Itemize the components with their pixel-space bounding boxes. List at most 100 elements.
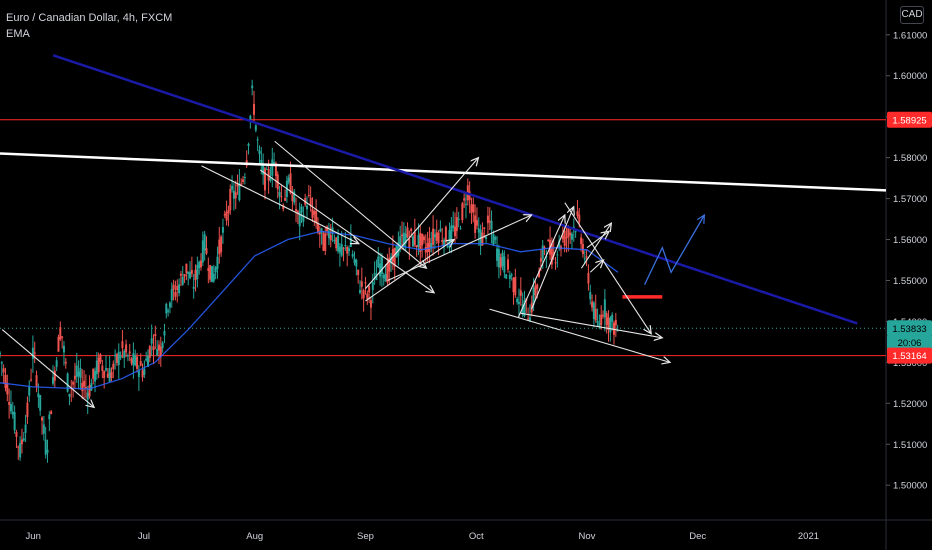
candle-body <box>68 394 71 397</box>
candle-body <box>583 258 586 260</box>
candle-body <box>253 103 256 115</box>
pattern-arrow <box>564 202 651 334</box>
candle-body <box>612 322 615 335</box>
ema-series <box>0 230 619 390</box>
chart-legend: Euro / Canadian Dollar, 4h, FXCM EMA <box>6 10 172 42</box>
candle-body <box>225 212 228 221</box>
pattern-arrow <box>531 207 574 310</box>
candle-body <box>209 265 212 280</box>
candle-body <box>37 393 40 398</box>
candle-body <box>446 245 449 248</box>
candle-body <box>157 344 160 351</box>
candle-body <box>596 321 599 323</box>
candle-body <box>379 263 382 277</box>
candle-body <box>92 368 95 379</box>
price-tick-label: 1.52000 <box>893 399 927 410</box>
candle-body <box>196 264 199 279</box>
candle-body <box>404 233 407 244</box>
candle-body <box>353 258 356 263</box>
candle-body <box>563 230 566 246</box>
resistance-price-tag <box>887 111 932 128</box>
candle-body <box>298 211 301 227</box>
candle-body <box>165 303 168 314</box>
candle-body <box>187 271 190 275</box>
support-price-tag <box>887 347 932 364</box>
candle-body <box>364 282 367 284</box>
candle-body <box>28 386 31 396</box>
candle-body <box>327 230 330 239</box>
candle-body <box>591 301 594 308</box>
price-tick-label: 1.57000 <box>893 194 927 205</box>
candle-body <box>2 368 5 373</box>
pattern-arrow <box>201 165 359 244</box>
candle-body <box>130 358 133 364</box>
candle-body <box>433 234 436 238</box>
candle-body <box>132 353 135 366</box>
candle-body <box>322 232 325 251</box>
price-axis[interactable]: 1.500001.510001.520001.530001.540001.550… <box>886 30 927 492</box>
resistance-price-tag-label: 1.58925 <box>892 115 926 126</box>
candle-body <box>358 290 361 293</box>
pattern-arrow <box>520 312 663 338</box>
candle-body <box>488 220 491 223</box>
candle-body <box>561 235 564 240</box>
candle-body <box>147 355 150 367</box>
candle-body <box>538 271 541 278</box>
candle-body <box>611 314 614 322</box>
candle-body <box>183 273 186 277</box>
candle-body <box>313 210 316 215</box>
candle-body <box>505 274 508 279</box>
candle-body <box>61 336 64 338</box>
candle-body <box>94 370 97 382</box>
candle-body <box>315 211 318 223</box>
candle-body <box>528 317 531 322</box>
current-price-tag-label: 1.53833 <box>892 324 926 335</box>
candle-body <box>44 439 47 455</box>
candle-body <box>203 234 206 251</box>
indicator-label[interactable]: EMA <box>6 28 30 40</box>
candle-body <box>218 239 221 255</box>
candle-body <box>558 240 561 248</box>
candle-body <box>316 223 319 232</box>
candle-body <box>428 238 431 253</box>
pattern-arrow <box>489 308 671 362</box>
candle-body <box>503 256 506 273</box>
candle-body <box>607 317 610 331</box>
candle-body <box>459 228 462 230</box>
candle-body <box>236 184 239 187</box>
candle-body <box>329 234 332 241</box>
candle-body <box>4 374 7 389</box>
candle-body <box>73 375 76 380</box>
candle-body <box>342 247 345 249</box>
candle-body <box>492 234 495 245</box>
candle-body <box>231 186 234 190</box>
time-tick-label: Aug <box>246 531 263 542</box>
candle-body <box>300 206 303 213</box>
candle-body <box>103 371 106 378</box>
candle-body <box>419 232 422 253</box>
candle-body <box>51 377 54 384</box>
symbol-title[interactable]: Euro / Canadian Dollar, 4h, FXCM <box>6 12 173 24</box>
candle-body <box>406 227 409 238</box>
candle-body <box>490 220 493 230</box>
candle-body <box>569 232 572 236</box>
candle-body <box>121 341 124 349</box>
candle-body <box>386 263 389 283</box>
candle-body <box>567 227 570 238</box>
candle-body <box>523 300 526 316</box>
candle-body <box>242 179 245 182</box>
candle-body <box>501 252 504 267</box>
candle-body <box>536 284 539 289</box>
candle-body <box>397 242 400 256</box>
time-axis[interactable]: Jun Jul Aug Sep Oct Nov Dec 2021 <box>26 531 819 542</box>
candle-body <box>426 242 429 252</box>
candle-body <box>227 210 230 214</box>
candle-body <box>234 192 237 199</box>
candle-body <box>66 373 69 392</box>
candle-body <box>83 380 86 387</box>
candle-body <box>605 313 608 325</box>
candle-body <box>527 318 530 320</box>
currency-badge[interactable]: CAD <box>900 6 924 24</box>
